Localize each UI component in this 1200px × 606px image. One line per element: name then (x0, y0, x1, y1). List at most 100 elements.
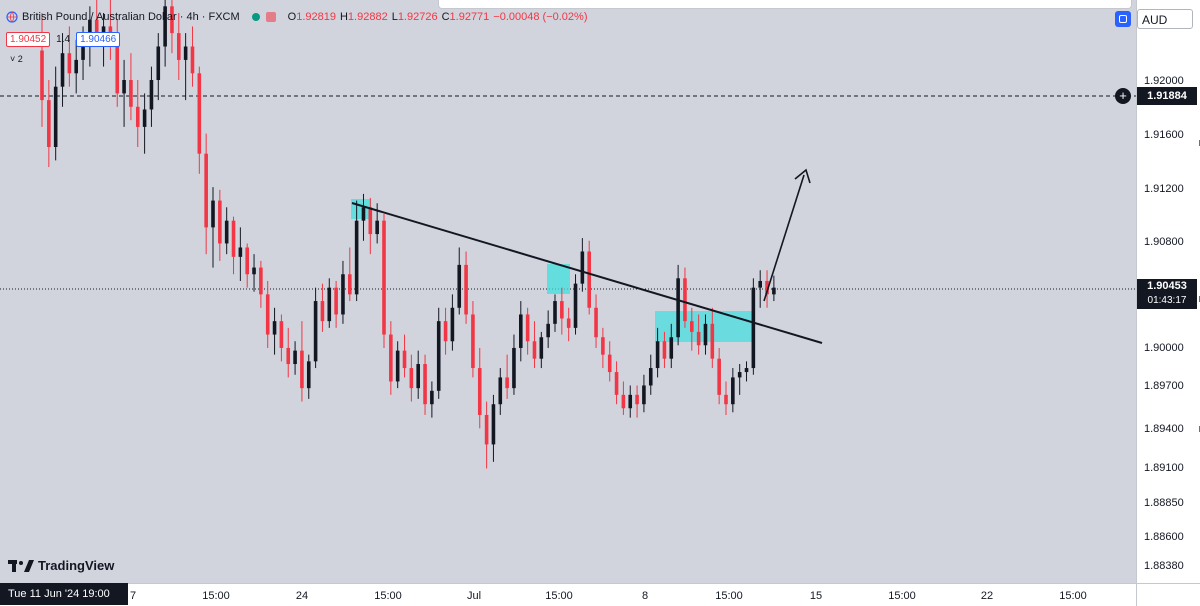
candle[interactable] (717, 347, 721, 405)
candle[interactable] (163, 0, 167, 67)
price-pane[interactable]: British Pound / Australian Dollar · 4h ·… (0, 0, 1136, 583)
candle[interactable] (546, 310, 550, 348)
candle[interactable] (361, 193, 366, 241)
candle[interactable] (594, 294, 598, 348)
candle[interactable] (286, 327, 291, 378)
candle[interactable] (648, 354, 653, 395)
candle[interactable] (512, 334, 516, 395)
candle[interactable] (635, 385, 639, 418)
candle[interactable] (477, 347, 482, 429)
symbol-title[interactable]: British Pound / Australian Dollar · 4h ·… (22, 11, 240, 23)
candle[interactable] (231, 216, 236, 275)
candle[interactable] (135, 80, 140, 147)
candle[interactable] (525, 307, 530, 355)
data-delay-icon[interactable] (265, 12, 276, 22)
candle[interactable] (566, 307, 571, 342)
candle[interactable] (156, 33, 161, 101)
candle[interactable] (142, 93, 147, 154)
candle[interactable] (368, 197, 373, 255)
candle[interactable] (464, 251, 468, 324)
candle[interactable] (580, 238, 585, 292)
candle[interactable] (450, 294, 455, 351)
candle[interactable] (279, 314, 284, 362)
candle[interactable] (190, 26, 195, 87)
candle[interactable] (505, 354, 509, 399)
candle[interactable] (430, 381, 434, 418)
candle[interactable] (348, 247, 352, 302)
candle[interactable] (204, 133, 208, 255)
candle[interactable] (710, 307, 715, 369)
candle[interactable] (436, 307, 441, 399)
candle[interactable] (484, 401, 489, 469)
candle[interactable] (587, 240, 591, 315)
candle[interactable] (457, 247, 462, 315)
candle[interactable] (306, 354, 311, 399)
candle[interactable] (621, 381, 626, 415)
candle[interactable] (744, 361, 749, 382)
candle[interactable] (170, 0, 174, 54)
candle[interactable] (40, 13, 44, 127)
candle[interactable] (272, 307, 277, 355)
candle[interactable] (47, 80, 51, 168)
candle[interactable] (423, 354, 427, 415)
candle[interactable] (690, 307, 694, 351)
candle[interactable] (53, 66, 58, 161)
candle[interactable] (197, 66, 202, 174)
candle[interactable] (122, 59, 126, 127)
candle[interactable] (724, 381, 728, 415)
candle[interactable] (354, 200, 359, 302)
candle[interactable] (751, 278, 756, 375)
candle[interactable] (320, 283, 325, 332)
globe-icon[interactable] (6, 11, 18, 23)
candle[interactable] (395, 341, 400, 389)
candle[interactable] (539, 331, 544, 369)
candle[interactable] (560, 287, 564, 335)
candle[interactable] (683, 267, 687, 328)
candle[interactable] (614, 361, 619, 405)
candle[interactable] (696, 314, 701, 355)
candle[interactable] (300, 321, 304, 402)
candle[interactable] (252, 254, 256, 292)
currency-settings-icon[interactable] (1115, 11, 1131, 27)
candle[interactable] (409, 354, 414, 402)
candle[interactable] (703, 314, 708, 355)
candle[interactable] (498, 368, 503, 415)
candle[interactable] (655, 327, 660, 378)
candle[interactable] (601, 327, 605, 369)
candle[interactable] (573, 274, 578, 335)
bid-price-button[interactable]: 1.90452 (6, 32, 51, 47)
candle[interactable] (265, 280, 270, 348)
candle[interactable] (519, 301, 523, 362)
candle[interactable] (382, 213, 386, 348)
ask-price-button[interactable]: 1.90466 (76, 32, 121, 47)
candle[interactable] (238, 227, 243, 281)
candle[interactable] (327, 278, 332, 328)
projection-arrow[interactable] (763, 174, 805, 302)
candle[interactable] (676, 264, 680, 346)
candle[interactable] (60, 33, 65, 107)
candle[interactable] (334, 280, 338, 328)
drawing-toolbar[interactable] (438, 0, 1132, 9)
candle[interactable] (731, 368, 735, 413)
candle[interactable] (129, 53, 133, 121)
candle[interactable] (772, 275, 776, 302)
candle[interactable] (662, 331, 667, 369)
currency-select[interactable]: AUD (1137, 9, 1193, 29)
candle[interactable] (491, 394, 496, 462)
candle[interactable] (471, 301, 475, 378)
candle[interactable] (642, 374, 646, 413)
zone-box-2[interactable] (547, 264, 570, 294)
candle[interactable] (74, 39, 78, 94)
candle[interactable] (218, 189, 222, 261)
candle[interactable] (553, 294, 557, 332)
time-axis[interactable]: 7 15:00 24 15:00 Jul 15:00 8 15:00 15 15:00 22 15:0… (0, 583, 1136, 606)
indicator-toggle[interactable]: ˅ 2 (10, 54, 23, 64)
candle[interactable] (758, 270, 762, 308)
candle[interactable] (607, 341, 612, 382)
candle[interactable] (108, 0, 113, 60)
candle[interactable] (443, 307, 448, 355)
candle[interactable] (313, 287, 318, 369)
candle[interactable] (259, 260, 263, 308)
candle[interactable] (149, 66, 154, 127)
candle[interactable] (183, 33, 188, 101)
